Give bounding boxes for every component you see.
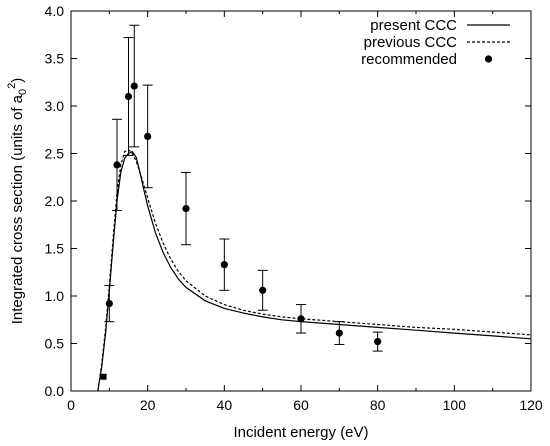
data-point <box>124 92 133 101</box>
data-points-layer <box>100 24 383 380</box>
data-point-square <box>100 373 107 380</box>
data-point <box>113 161 121 169</box>
legend-label-2: recommended <box>361 51 457 68</box>
y-tick-label: 0.0 <box>45 383 65 399</box>
legend-marker-2 <box>484 55 493 63</box>
x-tick-label: 60 <box>293 397 309 413</box>
x-tick-label: 40 <box>217 397 233 413</box>
data-point <box>297 315 305 323</box>
y-axis-label-sub: 0 <box>17 89 29 95</box>
axis-ticks <box>70 10 532 392</box>
series-line-1 <box>97 148 531 391</box>
data-point <box>335 329 343 337</box>
x-axis-label: Incident energy (eV) <box>233 424 368 441</box>
y-axis-label: Integrated cross section (units of a02) <box>6 78 29 325</box>
data-point <box>144 132 152 140</box>
x-tick-label: 0 <box>67 397 75 413</box>
tick-labels: 0 20 40 60 80 100 120 0.0 0.5 1.0 1.5 2.0 2.5 3.0 3.5 4… <box>45 3 543 413</box>
y-tick-label: 2.0 <box>45 193 65 209</box>
data-point <box>105 300 113 308</box>
x-tick-label: 20 <box>140 397 156 413</box>
legend-label-1: previous CCC <box>364 34 458 51</box>
y-tick-label: 0.5 <box>45 336 65 352</box>
data-point <box>259 286 267 294</box>
y-axis-label-main: Integrated cross section (units of a <box>9 94 26 324</box>
y-tick-label: 1.5 <box>45 241 65 257</box>
y-tick-label: 3.0 <box>45 98 65 114</box>
data-point <box>220 261 228 269</box>
y-axis-label-close: ) <box>9 78 26 83</box>
y-tick-label: 4.0 <box>45 3 65 19</box>
curves-layer <box>97 148 531 391</box>
y-tick-label: 3.5 <box>45 51 65 67</box>
x-tick-label: 80 <box>370 397 386 413</box>
y-tick-label: 2.5 <box>45 146 65 162</box>
legend-label-0: present CCC <box>370 17 457 34</box>
series-line-0 <box>97 150 531 391</box>
y-tick-label: 1.0 <box>45 288 65 304</box>
x-tick-label: 100 <box>443 397 467 413</box>
y-axis-label-sup: 2 <box>6 83 18 89</box>
data-point <box>182 205 190 213</box>
data-point <box>130 82 138 90</box>
x-tick-label: 120 <box>519 397 543 413</box>
data-point <box>374 338 382 346</box>
